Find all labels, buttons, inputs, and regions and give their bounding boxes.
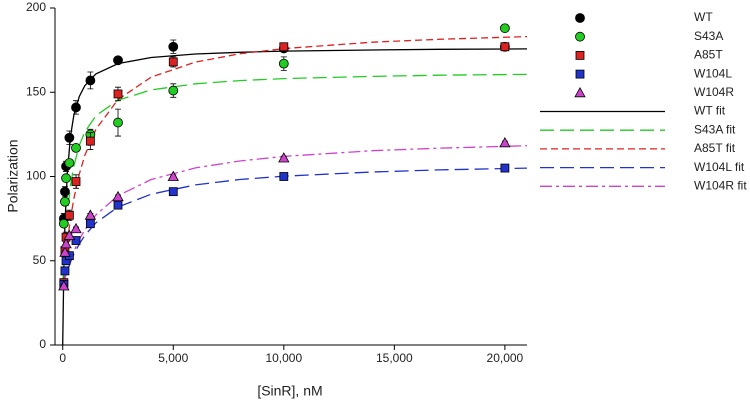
y-tick-label: 150: [26, 84, 46, 98]
x-tick-label: 10,000: [265, 351, 302, 365]
marker: [168, 41, 179, 52]
legend-label: W104R: [694, 85, 734, 99]
y-tick-label: 50: [33, 253, 47, 267]
marker: [59, 246, 71, 257]
marker: [71, 177, 81, 186]
marker: [500, 42, 510, 52]
marker: [167, 170, 179, 181]
legend: WT S43A A85T W104L W104R WT fit S43A fit A85T f…: [540, 10, 747, 192]
legend-label: S43A: [694, 29, 723, 43]
x-tick-label: 0: [59, 351, 66, 365]
marker: [168, 187, 178, 197]
marker: [60, 266, 70, 276]
marker: [60, 186, 70, 197]
marker: [168, 85, 179, 96]
fit-line: [62, 35, 528, 287]
legend-label: A85T: [694, 48, 723, 62]
marker: [279, 42, 289, 52]
marker: [113, 200, 123, 210]
marker: [278, 58, 289, 69]
marker: [168, 57, 178, 67]
marker: [85, 75, 96, 86]
marker: [112, 190, 124, 202]
fit-line: [62, 48, 528, 346]
marker: [71, 236, 81, 245]
legend-label: A85T fit: [694, 141, 736, 155]
marker: [71, 102, 81, 113]
marker: [113, 117, 123, 128]
marker: [70, 222, 82, 234]
fit-line: [62, 73, 528, 287]
marker: [499, 23, 510, 34]
marker: [278, 152, 290, 163]
marker: [279, 172, 289, 181]
legend-label: WT fit: [694, 104, 726, 118]
y-tick-label: 0: [39, 337, 46, 351]
marker: [574, 86, 586, 98]
marker: [85, 219, 95, 229]
marker: [113, 55, 123, 66]
fit-line: [62, 167, 528, 287]
marker: [575, 31, 585, 42]
fit-line: [62, 145, 528, 287]
legend-label: W104L fit: [694, 160, 745, 174]
marker: [58, 280, 70, 291]
marker: [575, 13, 585, 23]
marker: [60, 196, 70, 207]
x-tick-label: 15,000: [376, 351, 413, 365]
legend-label: W104R fit: [694, 178, 747, 192]
x-tick-label: 5,000: [158, 351, 188, 365]
marker: [575, 69, 585, 79]
marker: [71, 142, 81, 153]
x-tick-label: 20,000: [487, 351, 524, 365]
marker: [85, 136, 95, 146]
marker: [64, 158, 75, 168]
marker: [500, 163, 510, 173]
x-axis-title: [SinR], nM: [257, 383, 322, 399]
marker: [60, 238, 72, 249]
plot-area: 0 50 100 150 200 0 5,000 10,000 15,000 20,000: [26, 0, 528, 365]
marker: [113, 89, 123, 99]
y-axis-title: Polarization: [5, 139, 21, 212]
legend-label: S43A fit: [694, 122, 736, 136]
legend-label: W104L: [694, 66, 732, 80]
legend-label: WT: [694, 10, 713, 24]
marker: [84, 209, 97, 220]
marker: [499, 136, 511, 148]
marker: [63, 229, 76, 240]
marker: [64, 210, 74, 220]
y-tick-label: 200: [26, 0, 46, 14]
y-tick-label: 100: [26, 169, 46, 183]
marker: [61, 173, 71, 184]
marker: [575, 51, 585, 60]
marker: [64, 132, 75, 143]
marker: [58, 218, 69, 229]
